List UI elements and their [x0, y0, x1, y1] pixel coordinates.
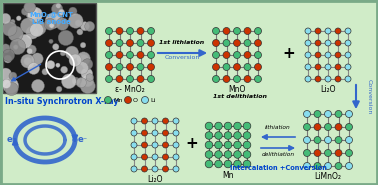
Circle shape — [304, 162, 310, 169]
Circle shape — [81, 42, 86, 48]
Circle shape — [116, 63, 123, 70]
Circle shape — [105, 28, 113, 34]
Circle shape — [325, 40, 331, 46]
Circle shape — [243, 141, 251, 149]
Circle shape — [27, 45, 36, 54]
Circle shape — [244, 40, 251, 46]
Circle shape — [127, 51, 133, 58]
Circle shape — [77, 52, 90, 65]
Circle shape — [26, 7, 38, 19]
Circle shape — [28, 63, 40, 74]
Text: Li: Li — [150, 97, 155, 102]
Circle shape — [173, 166, 179, 172]
Circle shape — [10, 39, 26, 55]
Circle shape — [105, 75, 113, 83]
Circle shape — [24, 1, 36, 13]
Circle shape — [244, 63, 251, 70]
Circle shape — [205, 160, 213, 168]
Circle shape — [32, 53, 43, 65]
Circle shape — [131, 154, 137, 160]
Text: ε- MnO₂: ε- MnO₂ — [115, 85, 145, 94]
Circle shape — [82, 59, 93, 70]
Circle shape — [116, 75, 123, 83]
Circle shape — [335, 149, 342, 157]
Circle shape — [234, 132, 241, 139]
Circle shape — [314, 110, 321, 117]
Circle shape — [82, 75, 93, 87]
Circle shape — [163, 118, 169, 124]
Circle shape — [152, 166, 158, 172]
Circle shape — [80, 55, 88, 63]
Circle shape — [205, 141, 213, 149]
Circle shape — [224, 122, 232, 130]
Circle shape — [147, 75, 155, 83]
Text: Mn: Mn — [113, 97, 122, 102]
Circle shape — [137, 51, 144, 58]
Circle shape — [8, 26, 23, 41]
Circle shape — [345, 40, 351, 46]
Circle shape — [234, 151, 241, 158]
Circle shape — [325, 64, 331, 70]
Circle shape — [345, 76, 351, 82]
Circle shape — [3, 78, 19, 93]
Circle shape — [234, 63, 240, 70]
Text: LiMnO₂: LiMnO₂ — [314, 172, 341, 181]
FancyBboxPatch shape — [3, 3, 96, 93]
Text: MnO₂@CNT: MnO₂@CNT — [29, 11, 73, 17]
Circle shape — [335, 52, 341, 58]
Circle shape — [18, 34, 32, 48]
Circle shape — [215, 132, 222, 139]
Circle shape — [147, 28, 155, 34]
Circle shape — [46, 60, 55, 69]
Circle shape — [26, 26, 39, 39]
Circle shape — [152, 142, 158, 148]
Circle shape — [212, 51, 220, 58]
Circle shape — [304, 124, 310, 130]
Circle shape — [141, 142, 147, 148]
Circle shape — [9, 72, 17, 80]
Circle shape — [243, 151, 251, 158]
Text: Li₂O: Li₂O — [320, 85, 336, 94]
Circle shape — [2, 79, 11, 88]
Circle shape — [244, 75, 251, 83]
Circle shape — [49, 23, 54, 28]
Text: Li₂O: Li₂O — [147, 175, 163, 184]
Circle shape — [314, 149, 321, 157]
Circle shape — [163, 130, 169, 136]
Circle shape — [212, 40, 220, 46]
Text: MnO: MnO — [228, 85, 246, 94]
Circle shape — [81, 68, 93, 80]
Circle shape — [254, 63, 262, 70]
Circle shape — [137, 40, 144, 46]
Circle shape — [324, 137, 332, 144]
Circle shape — [56, 18, 69, 30]
Circle shape — [304, 149, 310, 157]
Circle shape — [24, 58, 32, 65]
Circle shape — [75, 20, 81, 26]
Circle shape — [30, 23, 43, 37]
Circle shape — [234, 122, 241, 130]
Circle shape — [60, 51, 65, 56]
Circle shape — [11, 19, 15, 24]
Circle shape — [51, 3, 63, 15]
Circle shape — [234, 141, 241, 149]
Circle shape — [325, 76, 331, 82]
Circle shape — [315, 52, 321, 58]
Circle shape — [324, 162, 332, 169]
Circle shape — [345, 149, 353, 157]
Circle shape — [127, 40, 133, 46]
Circle shape — [131, 166, 137, 172]
Circle shape — [80, 79, 95, 94]
Circle shape — [315, 64, 321, 70]
Circle shape — [44, 18, 56, 30]
Circle shape — [69, 7, 77, 15]
Circle shape — [49, 39, 53, 43]
Text: Mn: Mn — [222, 171, 234, 180]
Circle shape — [147, 40, 155, 46]
Circle shape — [234, 40, 240, 46]
Circle shape — [61, 66, 68, 73]
Text: e⁻: e⁻ — [78, 135, 88, 144]
Circle shape — [5, 82, 18, 95]
Text: 1st lithiation: 1st lithiation — [160, 40, 204, 45]
